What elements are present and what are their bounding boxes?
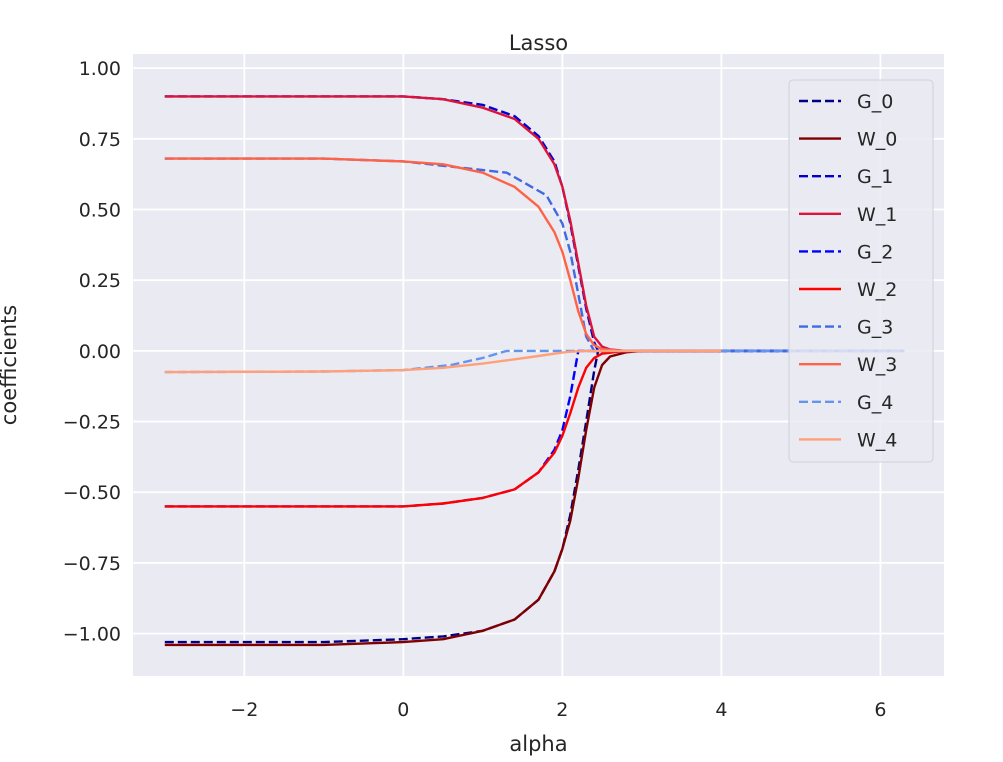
legend-label: W_3 bbox=[857, 354, 897, 376]
legend-label: G_3 bbox=[857, 317, 893, 339]
x-tick-label: −2 bbox=[230, 699, 258, 721]
x-tick-label: 0 bbox=[397, 699, 409, 721]
y-tick-labels: 1.00 0.75 0.50 0.25 0.00 −0.25 −0.50 −0.75 −1.00 bbox=[63, 58, 121, 645]
y-tick-label: 0.50 bbox=[79, 200, 121, 222]
y-tick-label: 0.00 bbox=[79, 341, 121, 363]
x-tick-label: 4 bbox=[715, 699, 727, 721]
legend-label: W_0 bbox=[857, 129, 897, 151]
legend-label: W_1 bbox=[857, 204, 897, 226]
legend-label: G_1 bbox=[857, 166, 893, 188]
x-tick-labels: −2 0 2 4 6 bbox=[230, 699, 886, 721]
legend-label: G_4 bbox=[857, 392, 893, 414]
y-tick-label: 0.75 bbox=[79, 129, 121, 151]
legend-label: G_0 bbox=[857, 91, 893, 113]
y-tick-label: −0.75 bbox=[63, 553, 121, 575]
series-line-w-4 bbox=[164, 349, 722, 374]
legend-label: W_2 bbox=[857, 279, 897, 301]
y-tick-label: 1.00 bbox=[79, 58, 121, 80]
y-axis-title: coefficients bbox=[0, 305, 21, 425]
legend-label: W_4 bbox=[857, 429, 897, 451]
legend-label: G_2 bbox=[857, 241, 893, 263]
x-tick-label: 2 bbox=[556, 699, 568, 721]
x-tick-label: 6 bbox=[874, 699, 886, 721]
y-tick-label: −1.00 bbox=[63, 624, 121, 646]
chart-title: Lasso bbox=[509, 31, 568, 55]
series-layer bbox=[164, 95, 905, 647]
y-tick-label: −0.25 bbox=[63, 412, 121, 434]
y-tick-label: 0.25 bbox=[79, 270, 121, 292]
x-axis-title: alpha bbox=[509, 732, 567, 756]
y-tick-label: −0.50 bbox=[63, 482, 121, 504]
legend: G_0 W_0 G_1 W_1 G_2 W_2 G_3 W_3 G_4 W_4 bbox=[788, 79, 934, 463]
